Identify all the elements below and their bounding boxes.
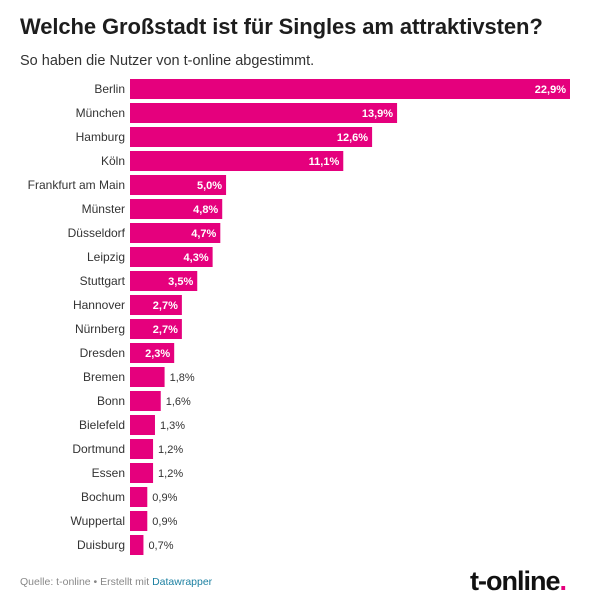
value-label-bochum: 0,9% [152, 492, 177, 504]
category-label-wuppertal: Wuppertal [71, 514, 125, 528]
value-label-koeln: 11,1% [309, 156, 340, 168]
category-label-muenchen: München [76, 106, 125, 120]
category-label-hannover: Hannover [73, 298, 125, 312]
value-label-duisburg: 0,7% [148, 540, 173, 552]
category-label-bielefeld: Bielefeld [79, 418, 125, 432]
value-label-frankfurt-am-main: 5,0% [197, 180, 222, 192]
category-label-duisburg: Duisburg [77, 538, 125, 552]
category-label-dortmund: Dortmund [72, 442, 125, 456]
category-label-duesseldorf: Düsseldorf [68, 226, 126, 240]
bar-koeln [130, 151, 344, 171]
bar-wuppertal [130, 511, 148, 531]
bar-bochum [130, 487, 148, 507]
category-label-bremen: Bremen [83, 370, 125, 384]
category-label-dresden: Dresden [80, 346, 125, 360]
datawrapper-link[interactable]: Datawrapper [152, 576, 213, 588]
bar-hamburg [130, 127, 373, 147]
chart-title: Welche Großstadt ist für Singles am attr… [20, 14, 543, 39]
source-text: Quelle: t-online • Erstellt mit [20, 576, 153, 588]
category-label-essen: Essen [92, 466, 125, 480]
bar-berlin [130, 79, 570, 99]
value-label-bonn: 1,6% [166, 396, 191, 408]
logo-dot: . [559, 566, 566, 596]
category-label-berlin: Berlin [94, 82, 125, 96]
bar-leipzig [130, 247, 213, 267]
value-label-hannover: 2,7% [153, 300, 178, 312]
bar-dresden [130, 343, 175, 363]
value-label-dresden: 2,3% [145, 348, 170, 360]
category-label-frankfurt-am-main: Frankfurt am Main [28, 178, 125, 192]
category-label-bonn: Bonn [97, 394, 125, 408]
value-label-essen: 1,2% [158, 468, 183, 480]
value-label-bremen: 1,8% [170, 372, 195, 384]
category-label-bochum: Bochum [81, 490, 125, 504]
value-label-muenster: 4,8% [193, 204, 218, 216]
value-label-nuernberg: 2,7% [153, 324, 178, 336]
bar-duisburg [130, 535, 144, 555]
bar-stuttgart [130, 271, 198, 291]
value-label-berlin: 22,9% [535, 84, 566, 96]
value-label-dortmund: 1,2% [158, 444, 183, 456]
bar-dortmund [130, 439, 154, 459]
category-label-hamburg: Hamburg [76, 130, 125, 144]
bar-chart: Berlin 22,9% München 13,9% Hamburg 12,6% Köln 1… [28, 79, 570, 555]
value-label-hamburg: 12,6% [337, 132, 368, 144]
bar-hannover [130, 295, 182, 315]
category-label-leipzig: Leipzig [87, 250, 125, 264]
value-label-bielefeld: 1,3% [160, 420, 185, 432]
bar-duesseldorf [130, 223, 221, 243]
value-label-duesseldorf: 4,7% [191, 228, 216, 240]
logo-text: t-online [470, 566, 560, 596]
category-label-koeln: Köln [101, 154, 125, 168]
chart-subtitle: So haben die Nutzer von t-online abgesti… [20, 53, 315, 69]
value-label-stuttgart: 3,5% [168, 276, 193, 288]
value-label-muenchen: 13,9% [362, 108, 393, 120]
source-footer: Quelle: t-online • Erstellt mit Datawrap… [20, 576, 212, 588]
bar-bielefeld [130, 415, 155, 435]
bar-muenchen [130, 103, 398, 123]
bar-frankfurt-am-main [130, 175, 227, 195]
t-online-logo: t-online. [470, 566, 567, 597]
bar-essen [130, 463, 154, 483]
bar-muenster [130, 199, 223, 219]
bar-bonn [130, 391, 161, 411]
category-label-nuernberg: Nürnberg [75, 322, 125, 336]
value-label-wuppertal: 0,9% [152, 516, 177, 528]
category-label-stuttgart: Stuttgart [80, 274, 126, 288]
bar-nuernberg [130, 319, 182, 339]
bar-bremen [130, 367, 165, 387]
category-label-muenster: Münster [82, 202, 125, 216]
value-label-leipzig: 4,3% [184, 252, 209, 264]
